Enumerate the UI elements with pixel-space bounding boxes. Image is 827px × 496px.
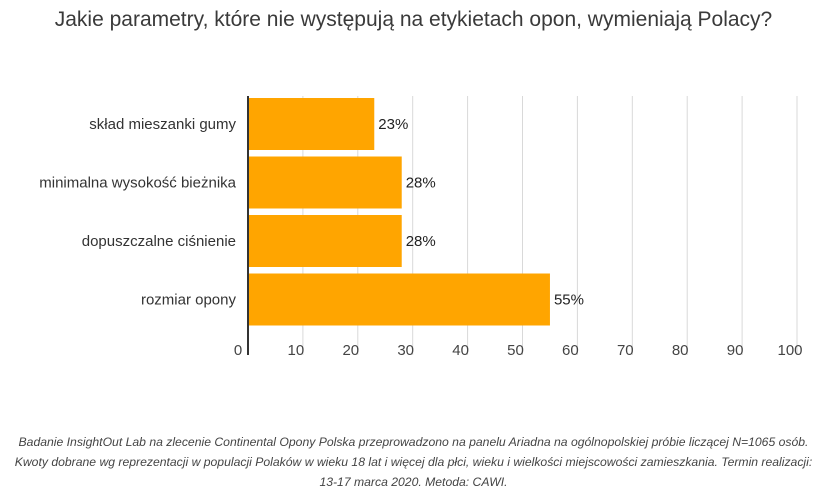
bars — [248, 98, 550, 326]
x-tick-label: 30 — [397, 342, 414, 359]
x-tick-label: 70 — [617, 342, 634, 359]
bar — [248, 156, 402, 209]
x-axis-ticks: 0 10 20 30 40 50 60 70 80 90 100 — [234, 342, 803, 359]
x-tick-label: 100 — [777, 342, 802, 359]
footnote: Badanie InsightOut Lab na zlecenie Conti… — [14, 435, 813, 489]
category-labels: skład mieszanki gumy minimalna wysokość b… — [39, 116, 236, 309]
value-labels: 23% 28% 28% 55% — [378, 116, 584, 309]
category-label: skład mieszanki gumy — [89, 116, 236, 133]
category-label: dopuszczalne ciśnienie — [82, 233, 236, 250]
x-tick-label: 90 — [727, 342, 744, 359]
bar — [248, 273, 550, 326]
value-label: 23% — [378, 116, 408, 133]
category-label: minimalna wysokość bieżnika — [39, 175, 236, 192]
value-label: 28% — [406, 233, 436, 250]
x-tick-label: 10 — [288, 342, 305, 359]
x-tick-label: 0 — [234, 342, 242, 359]
value-label: 55% — [554, 292, 584, 309]
bar-chart: 0 10 20 30 40 50 60 70 80 90 100 skład mieszanki g… — [39, 96, 803, 359]
x-tick-label: 50 — [507, 342, 524, 359]
bar — [248, 215, 402, 267]
category-label: rozmiar opony — [141, 292, 237, 309]
value-label: 28% — [406, 175, 436, 192]
x-tick-label: 60 — [562, 342, 579, 359]
x-tick-label: 80 — [672, 342, 689, 359]
bar — [248, 98, 375, 150]
x-tick-label: 40 — [452, 342, 469, 359]
x-tick-label: 20 — [342, 342, 359, 359]
chart-title: Jakie parametry, które nie występują na … — [54, 8, 773, 31]
